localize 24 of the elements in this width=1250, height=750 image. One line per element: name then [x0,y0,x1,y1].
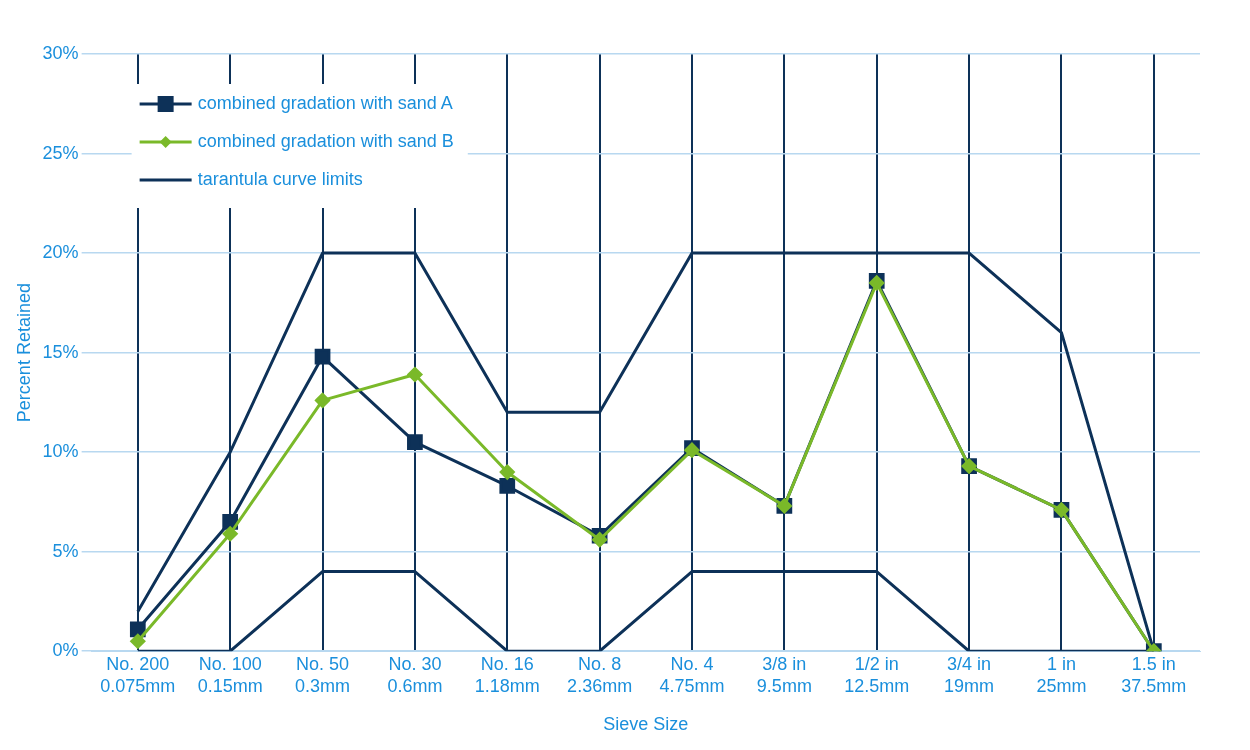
legend-label: combined gradation with sand A [197,92,453,113]
x-axis-title: Sieve Size [603,714,689,735]
x-tick-label: No. 4 4.75mm [659,653,725,696]
x-tick-label: 1/2 in 12.5mm [844,653,910,696]
legend-label: combined gradation with sand B [197,130,454,151]
x-tick-label: No. 50 0.3mm [295,653,351,696]
y-tick-label: 20% [42,242,79,263]
x-tick-label: 3/8 in 9.5mm [756,653,812,696]
y-tick-label: 10% [42,441,79,462]
x-tick-label: 1.5 in 37.5mm [1121,653,1187,696]
x-tick-label: No. 200 0.075mm [100,653,176,696]
x-tick-label: No. 8 2.36mm [567,653,633,696]
y-tick-label: 30% [42,42,79,63]
y-axis-title: Percent Retained [13,283,34,423]
legend-label: tarantula curve limits [197,168,363,189]
x-tick-label: No. 16 1.18mm [474,653,540,696]
x-tick-label: 3/4 in 19mm [944,653,995,696]
y-tick-label: 15% [42,341,79,362]
x-tick-label: No. 30 0.6mm [387,653,443,696]
y-tick-label: 0% [52,640,79,661]
y-tick-label: 5% [52,540,79,561]
x-tick-label: 1 in 25mm [1036,653,1087,696]
x-tick-label: No. 100 0.15mm [197,653,263,696]
y-tick-label: 25% [42,142,79,163]
